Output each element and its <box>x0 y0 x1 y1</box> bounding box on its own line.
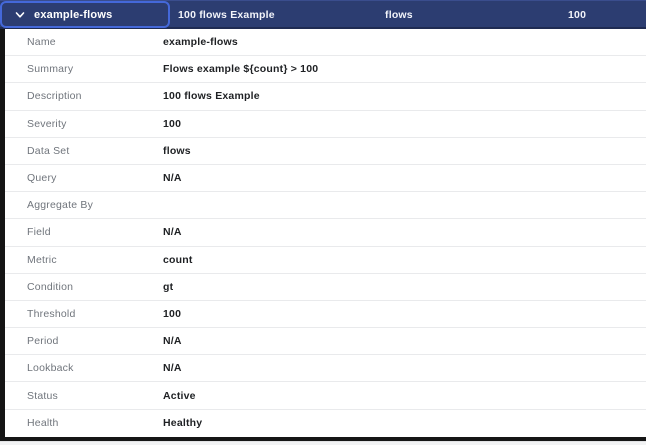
detail-row-label: Name <box>27 36 56 49</box>
alert-detail-panel: Name example-flows Summary Flows example… <box>0 29 646 437</box>
alert-name-cell[interactable]: example-flows <box>0 1 170 28</box>
detail-row: Query N/A <box>5 165 646 193</box>
detail-row: Name example-flows <box>5 29 646 57</box>
detail-row-value: 100 <box>163 117 182 130</box>
detail-row-label: Condition <box>27 280 74 293</box>
alert-dataset-cell[interactable]: flows <box>385 8 413 21</box>
detail-row-label: Lookback <box>27 362 74 375</box>
detail-row-value: Flows example ${count} > 100 <box>163 63 319 76</box>
detail-row: Severity 100 <box>5 111 646 138</box>
bottom-accent-bar <box>0 437 646 441</box>
detail-row-label: Threshold <box>27 307 76 320</box>
detail-row: Data Set flows <box>5 138 646 165</box>
detail-row-label: Aggregate By <box>27 199 94 212</box>
bottom-gutter <box>0 441 646 445</box>
detail-row-value: 100 <box>163 307 182 320</box>
detail-row-value: gt <box>163 280 174 293</box>
detail-row-value: count <box>163 253 193 266</box>
detail-row-label: Period <box>27 335 59 348</box>
detail-row: Field N/A <box>5 219 646 247</box>
detail-row-label: Data Set <box>27 144 70 157</box>
detail-row-value: Active <box>163 389 196 402</box>
detail-row-label: Description <box>27 90 82 103</box>
detail-row-value: example-flows <box>163 36 238 49</box>
detail-row: Lookback N/A <box>5 355 646 383</box>
detail-row: Condition gt <box>5 274 646 301</box>
detail-row-value: 100 flows Example <box>163 90 260 103</box>
detail-row-label: Metric <box>27 253 57 266</box>
detail-row: Summary Flows example ${count} > 100 <box>5 56 646 84</box>
chevron-down-icon[interactable] <box>15 10 25 20</box>
detail-row-label: Health <box>27 417 59 430</box>
alert-name-label: example-flows <box>34 8 113 21</box>
detail-row: Description 100 flows Example <box>5 83 646 111</box>
detail-row-label: Status <box>27 389 58 402</box>
detail-row-value: N/A <box>163 226 182 239</box>
detail-row-label: Summary <box>27 63 74 76</box>
detail-row: Aggregate By <box>5 192 646 220</box>
alert-summary-cell[interactable]: 100 flows Example <box>178 8 275 21</box>
detail-row: Metric count <box>5 247 646 274</box>
detail-row-label: Query <box>27 172 57 185</box>
detail-row-label: Field <box>27 226 51 239</box>
detail-row-label: Severity <box>27 117 67 130</box>
detail-row: Status Active <box>5 382 646 410</box>
alert-severity-cell[interactable]: 100 <box>568 8 587 21</box>
detail-row: Period N/A <box>5 328 646 356</box>
detail-row-value: N/A <box>163 335 182 348</box>
alert-table-header-row[interactable]: example-flows 100 flows Example flows 10… <box>0 0 646 29</box>
detail-row: Health Healthy <box>5 410 646 437</box>
detail-row: Threshold 100 <box>5 301 646 329</box>
detail-row-value: flows <box>163 144 191 157</box>
detail-row-value: N/A <box>163 362 182 375</box>
detail-row-value: N/A <box>163 172 182 185</box>
detail-row-value: Healthy <box>163 417 203 430</box>
